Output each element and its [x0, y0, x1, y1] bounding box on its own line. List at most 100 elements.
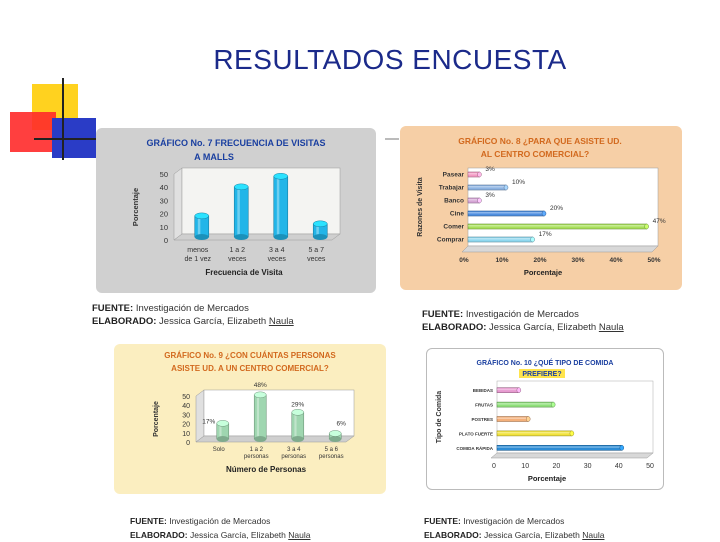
bar [467, 223, 649, 230]
y-tick-label: Comer [443, 224, 464, 231]
y-tick-label: 10 [182, 431, 190, 438]
chart-7: GRÁFICO No. 7 FRECUENCIA DE VISITAS A MAL… [131, 138, 341, 277]
chart-title-line1: GRÁFICO No. 8 ¿PARA QUE ASISTE UD. [458, 136, 622, 146]
x-tick-label: veces [307, 256, 326, 263]
plot-side-wall [195, 389, 205, 443]
bar [216, 420, 230, 442]
plot-floor [461, 245, 659, 253]
bar [233, 183, 249, 240]
x-axis-label: Frecuencia de Visita [205, 268, 283, 277]
x-tick-label: 40% [609, 257, 622, 264]
data-label: 6% [337, 420, 347, 427]
y-tick-label: FRUTAS [475, 403, 493, 408]
y-axis-label: Porcentaje [131, 188, 140, 226]
source-note-9: FUENTE: Investigación de Mercados ELABOR… [130, 516, 311, 540]
chart-9-panel: GRÁFICO No. 9 ¿CON CUÁNTAS PERSONAS ASIST… [114, 344, 386, 494]
data-label: 29% [291, 401, 304, 408]
x-tick-label: veces [268, 256, 287, 263]
x-tick-label: 5 a 7 [308, 247, 324, 254]
y-tick-label: 50 [160, 170, 168, 179]
x-tick-label: 1 a 2 [229, 247, 245, 254]
title-highlight [519, 369, 565, 378]
x-tick-label: de 1 vez [185, 256, 212, 263]
chart-10: GRÁFICO No. 10 ¿QUÉ TIPO DE COMIDA PREFIE… [436, 358, 654, 483]
bar [291, 409, 305, 442]
source-note-8: FUENTE: Investigación de Mercados ELABOR… [422, 309, 624, 333]
y-axis-label: Porcentaje [153, 401, 160, 437]
y-tick-label: 30 [160, 196, 168, 205]
bar [496, 387, 522, 394]
x-tick-label: 0% [459, 257, 469, 264]
y-tick-label: Cine [450, 211, 464, 218]
y-axis-label: Tipo de Comida [436, 391, 443, 443]
x-tick-label: veces [228, 256, 247, 263]
y-tick-label: 30 [182, 412, 190, 419]
bar [496, 445, 625, 451]
x-tick-label: menos [187, 247, 209, 254]
y-tick-label: Banco [444, 198, 464, 205]
y-tick-label: Trabajar [439, 185, 465, 192]
bar [467, 197, 482, 204]
bar [467, 171, 482, 178]
y-tick-label: 40 [160, 183, 168, 192]
bar [496, 401, 556, 408]
y-tick-label: PLATO FUERTE [459, 431, 493, 436]
y-tick-label: 0 [186, 440, 190, 447]
x-tick-label: 20% [533, 257, 546, 264]
data-label: 3% [485, 192, 495, 199]
bar [467, 184, 509, 191]
y-tick-label: POSTRES [471, 417, 493, 422]
bar [312, 220, 328, 240]
y-tick-label: 10 [160, 223, 168, 232]
chart-title-line1: GRÁFICO No. 10 ¿QUÉ TIPO DE COMIDA [477, 358, 614, 367]
x-tick-label: 30% [571, 257, 584, 264]
y-tick-label: 50 [182, 394, 190, 401]
y-tick-label: 40 [182, 403, 190, 410]
plot-side-wall [173, 167, 183, 241]
x-tick-label: 5 a 6 [325, 447, 339, 453]
data-label: 17% [202, 418, 215, 425]
y-tick-label: BEBIDAS [473, 388, 493, 393]
x-tick-label: 30 [584, 463, 592, 470]
x-axis-label: Porcentaje [528, 474, 566, 483]
x-tick-label: personas [244, 454, 269, 460]
chart-8-panel: GRÁFICO No. 8 ¿PARA QUE ASISTE UD. AL CEN… [400, 126, 682, 290]
x-axis-label: Número de Personas [226, 465, 307, 474]
data-label: 10% [512, 179, 525, 186]
data-label: 20% [550, 205, 563, 212]
x-tick-label: 1 a 2 [250, 447, 264, 453]
plot-area [467, 167, 659, 247]
y-tick-label: 20 [160, 210, 168, 219]
x-tick-label: 50 [646, 463, 654, 470]
bar [496, 430, 575, 437]
chart-10-panel: GRÁFICO No. 10 ¿QUÉ TIPO DE COMIDA PREFIE… [426, 348, 664, 490]
x-tick-label: 40 [615, 463, 623, 470]
data-label: 47% [653, 218, 666, 225]
bar [496, 416, 531, 422]
x-tick-label: 10 [521, 463, 529, 470]
plot-floor [195, 435, 355, 443]
x-tick-label: 50% [647, 257, 660, 264]
x-tick-label: 0 [492, 463, 496, 470]
data-label: 48% [254, 382, 267, 389]
page-title: RESULTADOS ENCUESTA [213, 44, 567, 75]
x-tick-label: 3 a 4 [287, 447, 301, 453]
y-tick-label: 0 [164, 236, 168, 245]
x-tick-label: 10% [495, 257, 508, 264]
y-axis-label: Razones de Visita [417, 177, 424, 237]
y-tick-label: Comprar [437, 237, 465, 244]
chart-title-line2: ASISTE UD. A UN CENTRO COMERCIAL? [171, 364, 329, 373]
chart-title-line2: A MALLS [194, 152, 234, 162]
data-label: 3% [485, 166, 495, 173]
x-tick-label: 3 a 4 [269, 247, 285, 254]
chart-8: GRÁFICO No. 8 ¿PARA QUE ASISTE UD. AL CEN… [417, 136, 666, 277]
data-label: 17% [539, 231, 552, 238]
chart-title-line1: GRÁFICO No. 7 FRECUENCIA DE VISITAS [146, 138, 325, 148]
plot-floor [490, 452, 654, 459]
y-tick-label: COMIDA RÁPIDA [456, 445, 493, 451]
y-tick-label: 20 [182, 422, 190, 429]
chart-title-line1: GRÁFICO No. 9 ¿CON CUÁNTAS PERSONAS [164, 351, 336, 360]
x-tick-label: Solo [213, 447, 226, 453]
plot-floor [173, 233, 341, 241]
x-axis-label: Porcentaje [524, 268, 562, 277]
